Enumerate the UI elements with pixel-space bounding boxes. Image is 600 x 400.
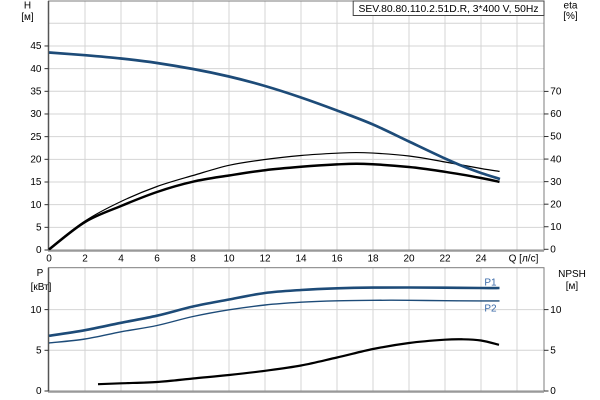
- svg-text:0: 0: [36, 245, 42, 256]
- svg-text:0: 0: [36, 386, 42, 397]
- svg-text:SEV.80.80.110.2.51D.R, 3*400 V: SEV.80.80.110.2.51D.R, 3*400 V, 50Hz: [359, 4, 539, 15]
- svg-text:5: 5: [36, 346, 42, 357]
- svg-text:[м]: [м]: [566, 281, 579, 292]
- svg-text:eta: eta: [564, 1, 578, 12]
- svg-text:25: 25: [30, 132, 42, 143]
- svg-text:6: 6: [154, 254, 160, 265]
- svg-text:[м]: [м]: [21, 12, 34, 23]
- svg-text:NPSH: NPSH: [558, 269, 586, 280]
- svg-text:[%]: [%]: [563, 11, 578, 22]
- svg-text:45: 45: [30, 41, 42, 52]
- svg-text:60: 60: [550, 109, 562, 120]
- svg-text:40: 40: [550, 154, 562, 165]
- svg-text:14: 14: [295, 254, 307, 265]
- svg-text:40: 40: [30, 64, 42, 75]
- svg-text:5: 5: [550, 346, 556, 357]
- svg-text:0: 0: [46, 254, 52, 265]
- svg-text:0: 0: [550, 386, 556, 397]
- svg-text:5: 5: [36, 223, 42, 234]
- svg-text:P2: P2: [484, 304, 497, 315]
- svg-text:10: 10: [30, 200, 42, 211]
- svg-text:20: 20: [30, 155, 42, 166]
- svg-text:P1: P1: [484, 278, 497, 289]
- svg-text:15: 15: [30, 177, 42, 188]
- svg-text:2: 2: [82, 254, 88, 265]
- svg-text:P: P: [37, 268, 44, 279]
- svg-text:30: 30: [550, 177, 562, 188]
- svg-text:12: 12: [259, 254, 271, 265]
- svg-text:4: 4: [118, 254, 124, 265]
- svg-text:24: 24: [475, 254, 487, 265]
- svg-text:8: 8: [190, 254, 196, 265]
- svg-text:16: 16: [331, 254, 343, 265]
- svg-text:20: 20: [403, 254, 415, 265]
- svg-text:0: 0: [550, 245, 556, 256]
- svg-text:18: 18: [367, 254, 379, 265]
- svg-text:10: 10: [550, 222, 562, 233]
- svg-text:35: 35: [30, 87, 42, 98]
- svg-text:10: 10: [223, 254, 235, 265]
- svg-text:10: 10: [30, 305, 42, 316]
- svg-text:22: 22: [439, 254, 451, 265]
- svg-text:50: 50: [550, 132, 562, 143]
- svg-text:[кВт]: [кВт]: [31, 282, 52, 293]
- svg-text:H: H: [24, 1, 31, 12]
- svg-text:10: 10: [550, 305, 562, 316]
- svg-text:20: 20: [550, 199, 562, 210]
- svg-text:Q [л/с]: Q [л/с]: [509, 254, 539, 265]
- svg-text:30: 30: [30, 109, 42, 120]
- svg-text:70: 70: [550, 87, 562, 98]
